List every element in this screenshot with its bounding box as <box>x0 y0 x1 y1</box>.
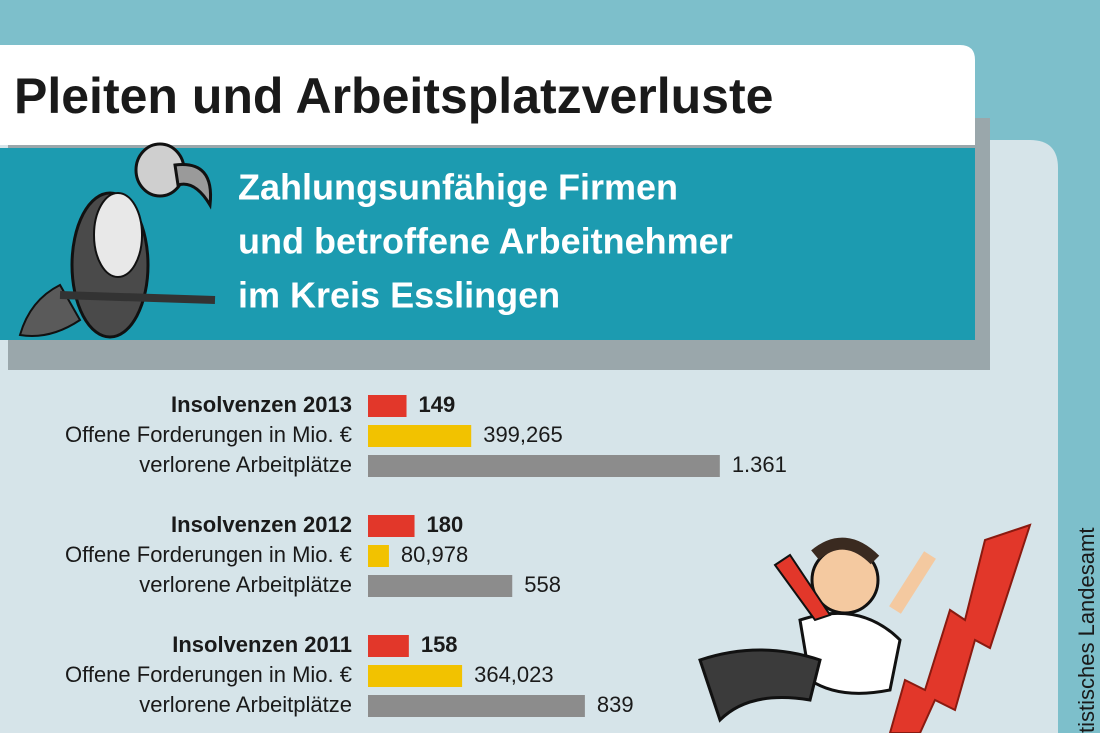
bar <box>368 455 720 477</box>
value-label: 158 <box>421 632 458 657</box>
value-label: 1.361 <box>732 452 787 477</box>
title-box <box>0 45 975 145</box>
falling-man-illustration <box>698 537 936 723</box>
value-label: 839 <box>597 692 634 717</box>
row-label: verlorene Arbeitplätze <box>139 692 352 717</box>
source: tistisches Landesamt <box>1074 528 1099 733</box>
row-label: Offene Forderungen in Mio. € <box>65 422 352 447</box>
row-label: Insolvenzen 2013 <box>171 392 352 417</box>
value-label: 149 <box>419 392 456 417</box>
chart-title: Pleiten und Arbeitsplatzverluste <box>14 68 773 124</box>
value-label: 399,265 <box>483 422 563 447</box>
value-label: 80,978 <box>401 542 468 567</box>
row-label: Offene Forderungen in Mio. € <box>65 542 352 567</box>
value-label: 558 <box>524 572 561 597</box>
bar <box>368 635 409 657</box>
row-label: Insolvenzen 2012 <box>171 512 352 537</box>
value-label: 364,023 <box>474 662 554 687</box>
bar <box>368 665 463 687</box>
subtitle: Zahlungsunfähige Firmen <box>238 167 678 208</box>
bar <box>368 695 585 717</box>
value-label: 180 <box>427 512 464 537</box>
bar <box>368 395 407 417</box>
bar <box>368 545 389 567</box>
row-label: verlorene Arbeitplätze <box>139 572 352 597</box>
row-label: Offene Forderungen in Mio. € <box>65 662 352 687</box>
vulture-illustration <box>18 142 216 339</box>
row-label: verlorene Arbeitplätze <box>139 452 352 477</box>
red-arrow <box>888 523 1032 733</box>
row-label: Insolvenzen 2011 <box>172 632 352 657</box>
subtitle: im Kreis Esslingen <box>238 275 560 316</box>
bar <box>368 575 513 597</box>
subtitle: und betroffene Arbeitnehmer <box>238 221 733 262</box>
bar <box>368 515 415 537</box>
bar <box>368 425 472 447</box>
